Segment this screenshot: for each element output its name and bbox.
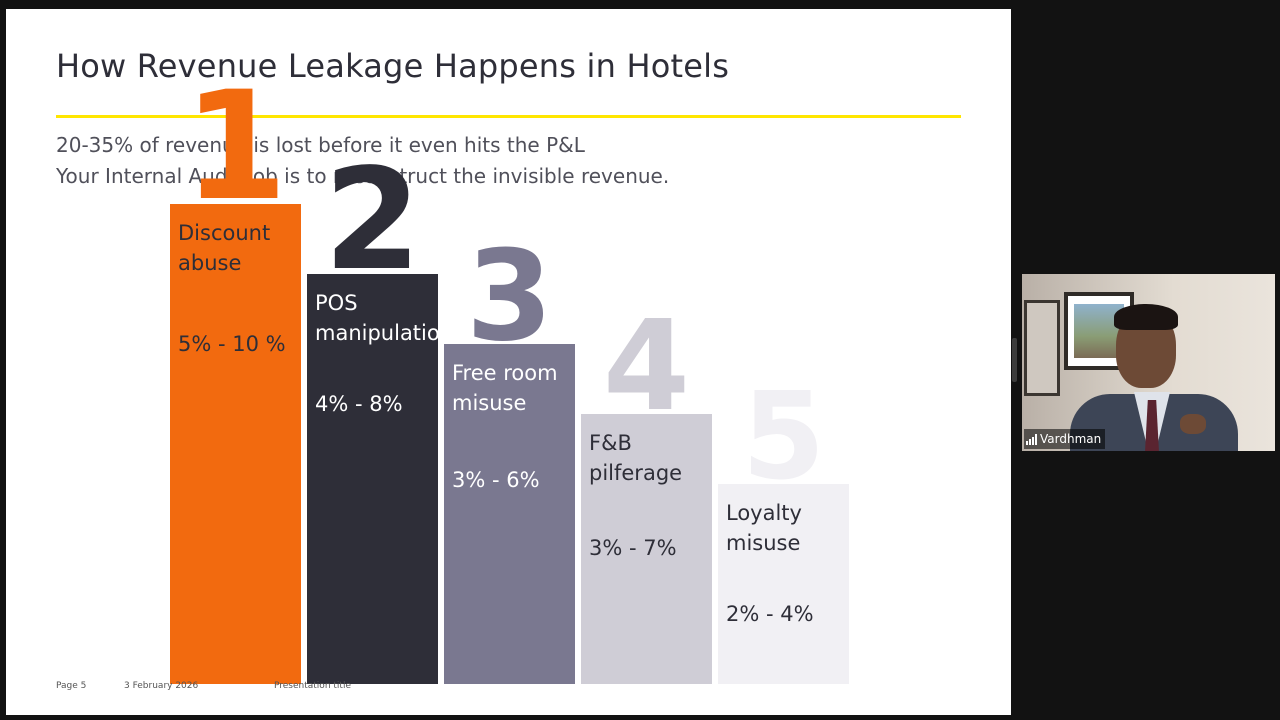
slide-subtitle: 20-35% of revenue is lost before it even… [56,130,669,192]
footer-presentation-title: Presentation title [274,681,351,691]
bar-range-label: 5% - 10 % [178,332,286,356]
bar-range-label: 2% - 4% [726,602,814,626]
leakage-bar-4: F&B pilferage 3% - 7% [581,414,712,684]
participant-name: Vardhman [1040,432,1102,446]
presentation-slide: How Revenue Leakage Happens in Hotels 20… [6,9,1011,715]
bar-range-label: 3% - 7% [589,536,677,560]
bar-range-label: 4% - 8% [315,392,403,416]
rank-number-1: 1 [183,60,288,234]
bar-category-label: Free room misuse [452,361,558,415]
title-divider [56,115,961,118]
leakage-bar-5: Loyalty misuse 2% - 4% [718,484,849,684]
panel-resize-handle[interactable] [1012,338,1017,382]
participant-hand [1180,414,1206,434]
bar-category-label: F&B pilferage [589,431,683,485]
leakage-podium-chart: 1 Discount abuse 5% - 10 % 2 POS manipulatio… [6,9,1011,715]
bar-range-label: 3% - 6% [452,468,540,492]
footer-date: 3 February 2026 [124,681,199,691]
signal-strength-icon [1026,433,1037,445]
leakage-bar-1: Discount abuse 5% - 10 % [170,204,301,684]
leakage-bar-3: Free room misuse 3% - 6% [444,344,575,684]
rank-number-5: 5 [741,368,826,508]
leakage-bar-2: POS manipulation 4% - 8% [307,274,438,684]
participant-video-tile[interactable]: Vardhman [1022,274,1275,451]
rank-number-2: 2 [323,138,422,302]
bar-category-label: Loyalty misuse [726,501,802,555]
bar-category-label: POS manipulation [315,291,438,345]
wall-picture-frame [1024,300,1060,396]
subtitle-line-1: 20-35% of revenue is lost before it even… [56,133,585,157]
slide-title: How Revenue Leakage Happens in Hotels [56,47,730,85]
participant-name-tag: Vardhman [1024,429,1106,449]
footer-page: Page 5 [56,681,87,691]
subtitle-line-2: Your Internal Audit job is to reconstruc… [56,164,670,188]
participant-tie [1145,400,1159,451]
participant-hair [1114,304,1178,330]
rank-number-4: 4 [603,294,690,439]
rank-number-3: 3 [466,224,553,369]
bar-category-label: Discount abuse [178,221,271,275]
